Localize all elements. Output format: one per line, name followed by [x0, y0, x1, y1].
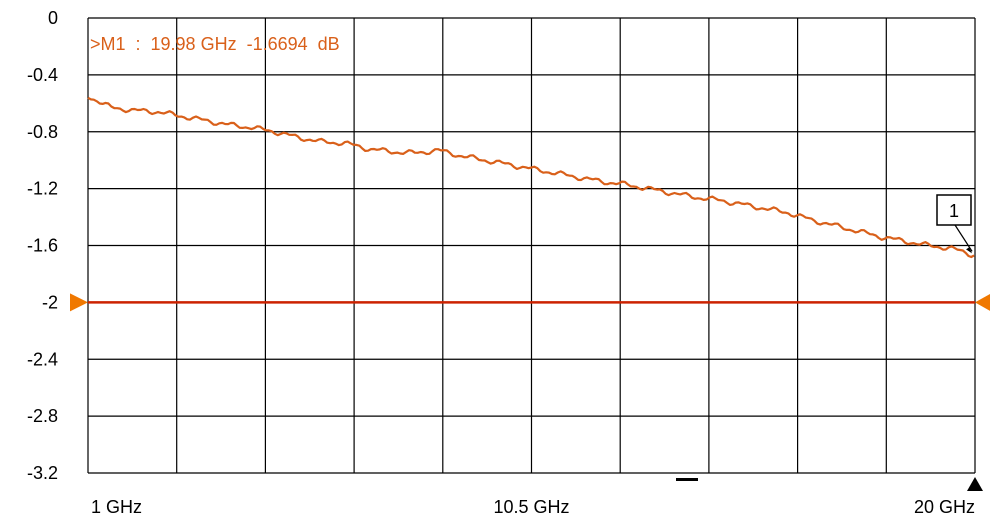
- trace-line: [87, 96, 975, 259]
- x-tick-label: 1 GHz: [91, 497, 142, 517]
- grid: [87, 17, 976, 474]
- y-tick-label: -3.2: [27, 463, 58, 483]
- y-tick-label: 0: [48, 8, 58, 28]
- marker-number: 1: [949, 201, 959, 221]
- reference-arrow-left-icon[interactable]: [70, 293, 88, 312]
- x-tick-label: 20 GHz: [914, 497, 975, 517]
- y-tick-label: -1.6: [27, 236, 58, 256]
- marker-readout: >M1 : 19.98 GHz -1.6694 dB: [90, 34, 340, 54]
- y-tick-label: -2.8: [27, 406, 58, 426]
- trace-series: [87, 96, 975, 259]
- marker-1[interactable]: 1: [936, 194, 973, 254]
- y-tick-label: -0.8: [27, 122, 58, 142]
- sweep-end-triangle-icon: [967, 477, 983, 491]
- y-axis-tick-labels: 0 -0.4 -0.8 -1.2 -1.6 -2 -2.4 -2.8 -3.2: [27, 8, 58, 483]
- y-tick-label: -2.4: [27, 349, 58, 369]
- x-axis-tick-labels: 1 GHz 10.5 GHz 20 GHz: [91, 497, 975, 517]
- y-tick-label: -1.2: [27, 179, 58, 199]
- reference-arrow-right-icon[interactable]: [975, 293, 990, 311]
- marker-leader-line: [954, 224, 973, 252]
- marker-number-box[interactable]: [936, 194, 972, 226]
- y-tick-label: -0.4: [27, 65, 58, 85]
- x-tick-label: 10.5 GHz: [493, 497, 569, 517]
- y-tick-label: -2: [42, 292, 58, 312]
- scale-tab-icon[interactable]: [676, 478, 698, 481]
- marker-pointer-icon: [966, 247, 973, 254]
- reference-level[interactable]: [70, 293, 990, 312]
